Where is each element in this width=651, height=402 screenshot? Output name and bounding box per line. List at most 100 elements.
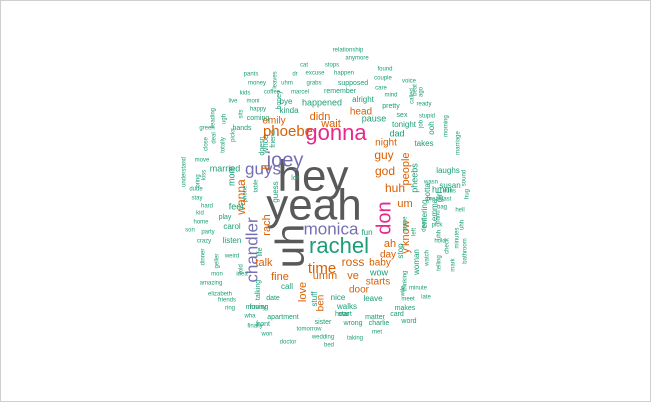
- word-care: care: [375, 86, 387, 92]
- word-lot: lot: [291, 175, 298, 182]
- word-kid: kid: [196, 211, 204, 217]
- word-dead: dead: [422, 218, 428, 231]
- word-hear: hear: [335, 311, 350, 318]
- word-matter: matter: [365, 314, 386, 321]
- word-door: door: [349, 285, 370, 296]
- word-married: married: [210, 163, 241, 173]
- word-dinner: dinner: [201, 249, 207, 266]
- word-fun: fun: [361, 228, 372, 237]
- word-pause: pause: [362, 113, 387, 123]
- word-sound: sound: [462, 170, 468, 186]
- word-guys: guys: [245, 159, 281, 178]
- word-excuse: excuse: [305, 71, 325, 77]
- word-bring: bring: [196, 174, 202, 187]
- word-alright: alright: [352, 95, 375, 104]
- word-minute: minute: [409, 286, 428, 292]
- word-ring: ring: [225, 306, 235, 312]
- word-mind: mind: [384, 93, 397, 99]
- word-starts: starts: [366, 277, 390, 288]
- word-stay: stay: [191, 196, 202, 202]
- word-ooh: ooh: [427, 121, 436, 134]
- word-talking: talking: [255, 280, 262, 300]
- word-reading: reading: [211, 108, 217, 128]
- word-kinda: kinda: [279, 106, 299, 115]
- word-phone: phone: [243, 185, 249, 202]
- word-ah: ah: [384, 238, 396, 250]
- word-bed: bed: [324, 343, 334, 349]
- word-sits: sits: [239, 110, 245, 119]
- word-susan: susan: [439, 181, 460, 190]
- word-wanna: wanna: [234, 179, 248, 216]
- word-hard: hard: [201, 204, 213, 210]
- word-ago: ago: [419, 86, 425, 97]
- word-emma: emma: [430, 198, 439, 221]
- word-morning: morning: [444, 115, 450, 137]
- word-understand: understand: [182, 157, 188, 187]
- word-weird: weird: [224, 254, 239, 260]
- word-marcel: marcel: [291, 90, 309, 96]
- word-hold: hold: [434, 239, 445, 245]
- word-ugh: ugh: [222, 114, 228, 124]
- word-check: check: [445, 237, 451, 254]
- word-ll: ll: [261, 165, 273, 170]
- word-party: party: [201, 230, 214, 236]
- word-move: move: [195, 158, 210, 164]
- word-game: game: [403, 216, 409, 232]
- word-start: start: [338, 311, 352, 318]
- word-guess: guess: [271, 181, 280, 202]
- word-date: date: [266, 295, 280, 302]
- word-moving: moving: [246, 304, 269, 311]
- word-mon: mon: [211, 272, 223, 278]
- word-rach: rach: [261, 214, 273, 235]
- word-stop: stop: [396, 243, 405, 259]
- word-tonight: tonight: [392, 120, 417, 129]
- word-grabs: grabs: [306, 81, 321, 87]
- word-gonna: gonna: [305, 120, 367, 145]
- word-hey: hey: [278, 152, 349, 201]
- word-joey: joey: [266, 149, 304, 171]
- word-monica: monica: [304, 219, 359, 238]
- word-taking: taking: [347, 336, 363, 342]
- word-amazing: amazing: [200, 281, 223, 287]
- word-huh: huh: [385, 181, 405, 195]
- word-doctor: doctor: [280, 340, 297, 346]
- word-um: um: [397, 198, 412, 210]
- word-talk: talk: [255, 257, 273, 269]
- word-walks: walks: [336, 302, 357, 311]
- word-stupid: stupid: [419, 114, 435, 120]
- word-hands: hands: [232, 125, 252, 132]
- word-phoebe: phoebe: [263, 123, 313, 140]
- word-rachel: rachel: [309, 233, 369, 258]
- word-uhh-2: uhh: [437, 230, 443, 240]
- word-bathroom: bathroom: [463, 238, 469, 263]
- word-play: play: [219, 214, 232, 221]
- word-stops: stops: [325, 63, 339, 69]
- word-geller: geller: [215, 254, 221, 269]
- word-funny: funny: [249, 304, 267, 311]
- word-yeah: yeah: [266, 181, 361, 230]
- word-whoa: whoa: [261, 134, 270, 155]
- word-couple: couple: [374, 76, 392, 82]
- word-love: love: [297, 282, 309, 302]
- word-wasn: wasn: [423, 180, 438, 186]
- word-head: head: [350, 107, 372, 118]
- word-wrong: wrong: [342, 320, 362, 327]
- word-sex: sex: [397, 112, 408, 119]
- word-coming: coming: [247, 115, 270, 122]
- word-totally: totally: [221, 137, 227, 153]
- word-watch: watch: [425, 250, 431, 267]
- word-god: god: [375, 164, 395, 178]
- word-supposed: supposed: [338, 80, 368, 87]
- word-woman: woman: [412, 249, 421, 276]
- word-picks: picks: [231, 128, 237, 142]
- word-baby: baby: [369, 258, 391, 269]
- word-hell: hell: [455, 208, 464, 214]
- word-left: left: [412, 228, 418, 236]
- word-beat: beat: [413, 84, 419, 96]
- word-deal: deal: [212, 132, 218, 143]
- word-pretty: pretty: [382, 103, 400, 110]
- word-coffee: coffee: [264, 90, 281, 96]
- word-late: late: [421, 295, 431, 301]
- word-table: table: [254, 179, 260, 193]
